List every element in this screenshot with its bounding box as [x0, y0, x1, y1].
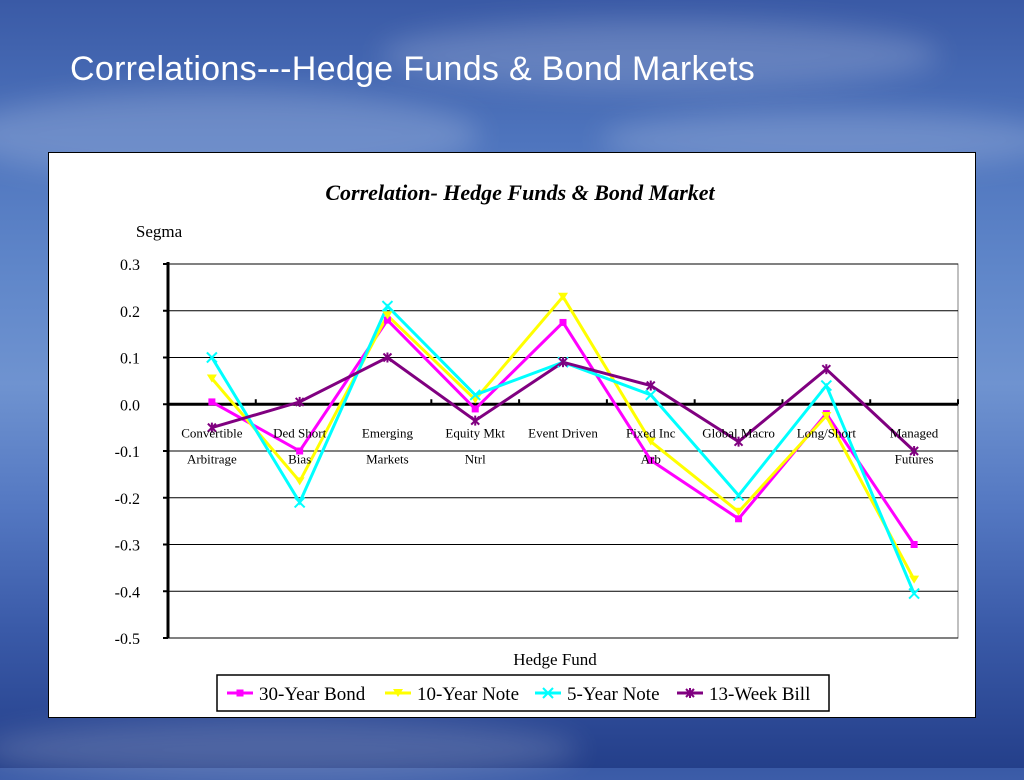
- legend-label: 30-Year Bond: [259, 684, 366, 705]
- data-point-stroke: [908, 587, 920, 600]
- data-point: [558, 357, 568, 368]
- data-point-stroke: [469, 389, 481, 401]
- data-point: [542, 687, 554, 699]
- background-cloud: [0, 720, 580, 780]
- y-tick-label: -0.1: [115, 444, 140, 461]
- data-point-stroke: [645, 389, 657, 401]
- data-point: [207, 422, 217, 433]
- data-point-stroke: [293, 496, 306, 509]
- data-point: [559, 318, 567, 326]
- data-point: [820, 379, 833, 392]
- category-label: Managed: [890, 425, 939, 440]
- data-point: [206, 351, 218, 364]
- legend-box: [216, 674, 830, 712]
- data-point: [558, 292, 568, 301]
- data-point: [381, 300, 394, 312]
- series-lines: [206, 292, 920, 600]
- data-point: [206, 374, 217, 383]
- data-point: [469, 389, 481, 401]
- data-point: [645, 437, 656, 446]
- category-label: Event Driven: [528, 425, 598, 440]
- data-point: [382, 311, 393, 320]
- data-point: [733, 507, 744, 516]
- data-point: [685, 688, 695, 698]
- y-tick-label: 0.1: [120, 351, 140, 368]
- y-tick-label: -0.5: [115, 631, 140, 648]
- category-label: Bias: [288, 451, 311, 466]
- category-label: Ntrl: [465, 451, 486, 466]
- data-point: [236, 689, 244, 697]
- data-point: [821, 411, 832, 420]
- slide-title: Correlations---Hedge Funds & Bond Market…: [70, 50, 756, 88]
- data-point: [910, 541, 918, 548]
- data-point: [647, 456, 655, 464]
- category-label: Ded Short: [273, 425, 326, 440]
- category-label: Long/Short: [797, 425, 857, 440]
- category-labels: Convertible Arbitrage Ded Short Bias Emergin…: [181, 425, 939, 466]
- data-point: [294, 396, 305, 407]
- data-point: [645, 389, 657, 401]
- category-label: Markets: [366, 451, 409, 466]
- data-point: [470, 415, 480, 426]
- chart-title: Correlation- Hedge Funds & Bond Market: [325, 180, 715, 205]
- data-point: [383, 316, 391, 324]
- data-point: [382, 352, 393, 363]
- category-label: Convertible: [181, 425, 243, 440]
- data-point: [909, 446, 919, 456]
- data-point-stroke: [732, 489, 745, 502]
- data-point: [471, 405, 479, 413]
- legend-label: 10-Year Note: [417, 684, 519, 705]
- category-label: Arb: [641, 451, 661, 466]
- data-point: [821, 364, 832, 375]
- y-tick-label: -0.4: [115, 584, 140, 601]
- legend: 30-Year Bond 10-Year Note 5-Year Note 13-We…: [216, 674, 830, 712]
- data-point: [735, 515, 743, 523]
- x-axis-label: Hedge Fund: [513, 650, 597, 669]
- data-point: [646, 380, 656, 391]
- data-point: [732, 489, 745, 502]
- data-point: [908, 587, 920, 600]
- legend-label: 13-Week Bill: [709, 684, 810, 705]
- data-point-stroke: [381, 300, 394, 312]
- category-label: Futures: [895, 451, 934, 466]
- data-point: [393, 689, 403, 697]
- chart-panel: Correlation- Hedge Funds & Bond Market S…: [48, 152, 976, 718]
- data-point-stroke: [820, 379, 833, 392]
- y-tick-label: 0.2: [120, 304, 140, 321]
- data-point: [208, 398, 216, 406]
- background-cloud: [380, 20, 940, 90]
- category-label: Fixed Inc: [626, 425, 676, 440]
- y-tick-label: 0.3: [120, 257, 140, 274]
- data-point: [733, 436, 744, 447]
- category-label: Arbitrage: [187, 451, 237, 466]
- category-label: Global Macro: [702, 425, 775, 440]
- category-label: Emerging: [362, 425, 414, 440]
- y-tick-label: -0.2: [115, 491, 140, 508]
- data-point-stroke: [206, 351, 218, 364]
- data-point: [296, 447, 304, 455]
- data-point: [293, 496, 306, 509]
- y-tick-label: -0.3: [115, 538, 140, 555]
- data-point: [909, 575, 920, 584]
- category-label: Equity Mkt: [445, 425, 505, 440]
- line-chart: Correlation- Hedge Funds & Bond Market S…: [115, 180, 959, 712]
- data-point: [294, 477, 305, 486]
- data-point-stroke: [542, 687, 554, 699]
- y-axis-label: Segma: [136, 222, 183, 241]
- legend-label: 5-Year Note: [567, 684, 660, 705]
- y-tick-label: 0.0: [120, 397, 140, 414]
